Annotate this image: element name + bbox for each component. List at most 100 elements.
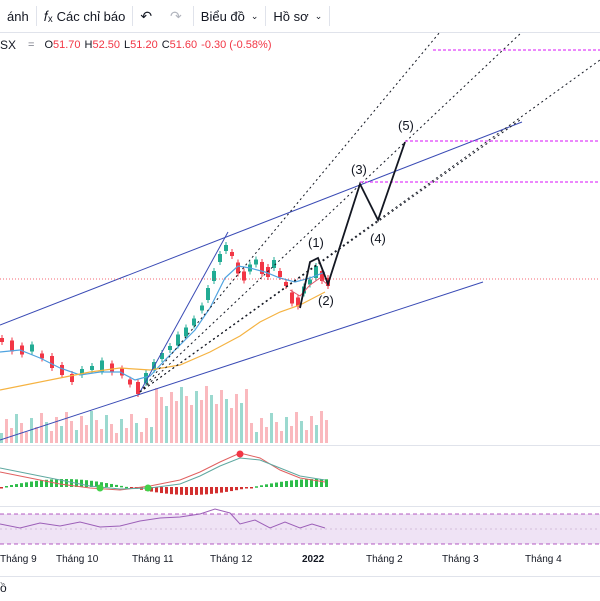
time-axis-label: Tháng 2 (366, 554, 403, 565)
macd-bar (130, 487, 133, 489)
toolbar-item-compare[interactable]: ánh (0, 0, 36, 32)
candle-body (30, 344, 34, 352)
volume-bar (275, 422, 278, 443)
macd-bar (150, 487, 153, 492)
volume-bar (90, 411, 93, 443)
candle-body (308, 279, 312, 285)
pane-divider[interactable] (0, 506, 600, 507)
pane-divider[interactable] (0, 445, 600, 446)
candle-body (284, 282, 288, 286)
fan-line[interactable] (139, 31, 441, 393)
volume-bar (270, 413, 273, 443)
chart-type-dropdown[interactable]: Biểu đồ ⌄ (194, 0, 266, 32)
macd-bar (210, 487, 213, 494)
legend-separator-icon: = (28, 39, 35, 51)
chevron-down-icon: ⌄ (250, 10, 259, 21)
time-axis-label: Tháng 3 (442, 554, 479, 565)
undo-button[interactable]: ↶ (133, 0, 163, 32)
trend-line[interactable] (139, 231, 229, 393)
volume-bar (85, 425, 88, 443)
macd-bar (15, 484, 18, 487)
volume-bar (295, 412, 298, 443)
candle-body (160, 353, 164, 359)
volume-bar (60, 426, 63, 443)
footer-text[interactable]: ồ (0, 581, 7, 595)
volume-bar (260, 418, 263, 443)
candle-body (272, 260, 276, 268)
volume-bar (80, 416, 83, 443)
macd-bar (245, 487, 248, 489)
wave-label-5: (5) (398, 118, 414, 133)
candle-body (200, 305, 204, 311)
volume-bar (210, 395, 213, 443)
candle-body (100, 360, 104, 372)
candle-body (128, 379, 132, 385)
ohlc-legend: SX = O 51.70 H 52.50 L 51.20 C 51.60 -0.30 (… (0, 37, 275, 53)
macd-bar (215, 487, 218, 494)
candle-body (40, 353, 44, 359)
channel-lower-line[interactable] (0, 281, 484, 441)
candle-body (224, 245, 228, 251)
candle-body (192, 318, 196, 326)
volume-bar (310, 416, 313, 443)
macd-bar (60, 479, 63, 487)
top-toolbar: ánh 𝑓ₓ Các chỉ báo ↶ ↷ Biểu đồ ⌄ Hồ sơ ⌄ (0, 0, 600, 33)
macd-bar (195, 487, 198, 495)
candle-body (320, 271, 324, 281)
wave-label-1: (1) (308, 235, 324, 250)
macd-bar (5, 486, 8, 488)
macd-bar (170, 487, 173, 495)
volume-bar (135, 423, 138, 443)
fan-line[interactable] (139, 119, 521, 393)
time-axis[interactable]: Tháng 9 Tháng 10 Tháng 11 Tháng 12 2022 … (0, 545, 600, 573)
ma-orange-line (0, 291, 326, 391)
macd-bar (35, 480, 38, 487)
macd-bar (25, 482, 28, 487)
macd-bar (305, 479, 308, 487)
volume-bar (65, 412, 68, 443)
volume-bar (175, 401, 178, 443)
open-value: 51.70 (53, 39, 81, 51)
macd-bar (255, 486, 258, 488)
volume-bar (240, 403, 243, 443)
toolbar-separator (265, 6, 267, 26)
macd-bar (280, 481, 283, 487)
macd-bar (185, 487, 188, 495)
fan-line[interactable] (139, 31, 523, 393)
macd-bar (20, 483, 23, 487)
candle-body (136, 382, 140, 394)
macd-bar (285, 481, 288, 487)
high-value: 52.50 (92, 39, 121, 51)
volume-bar (35, 427, 38, 443)
volume-bar (160, 397, 163, 443)
macd-bar (115, 484, 118, 487)
volume-bar (325, 420, 328, 443)
volume-bar (25, 432, 28, 443)
macd-bar (270, 483, 273, 487)
channel-upper-line[interactable] (0, 121, 523, 326)
symbol-name[interactable]: SX (0, 38, 17, 52)
macd-bar (100, 482, 103, 487)
volume-bar (45, 422, 48, 443)
macd-bar (45, 479, 48, 487)
signal-dot (236, 450, 244, 458)
candle-body (206, 288, 210, 300)
elliott-wave-path[interactable] (299, 141, 406, 309)
profile-dropdown[interactable]: Hồ sơ ⌄ (266, 0, 329, 32)
macd-bar (190, 487, 193, 495)
chevron-down-icon: ⌄ (314, 10, 323, 21)
volume-bar (205, 386, 208, 443)
redo-button[interactable]: ↷ (163, 0, 193, 32)
indicators-button[interactable]: 𝑓ₓ Các chỉ báo (37, 0, 133, 32)
candle-body (212, 271, 216, 281)
volume-bar (100, 429, 103, 443)
macd-bar (0, 487, 3, 489)
close-label: C (161, 39, 170, 51)
redo-icon: ↷ (170, 7, 182, 24)
volume-bar (115, 433, 118, 443)
macd-bar (320, 479, 323, 487)
volume-bar (200, 400, 203, 443)
time-axis-label: Tháng 9 (0, 554, 37, 565)
macd-bar (155, 487, 158, 493)
